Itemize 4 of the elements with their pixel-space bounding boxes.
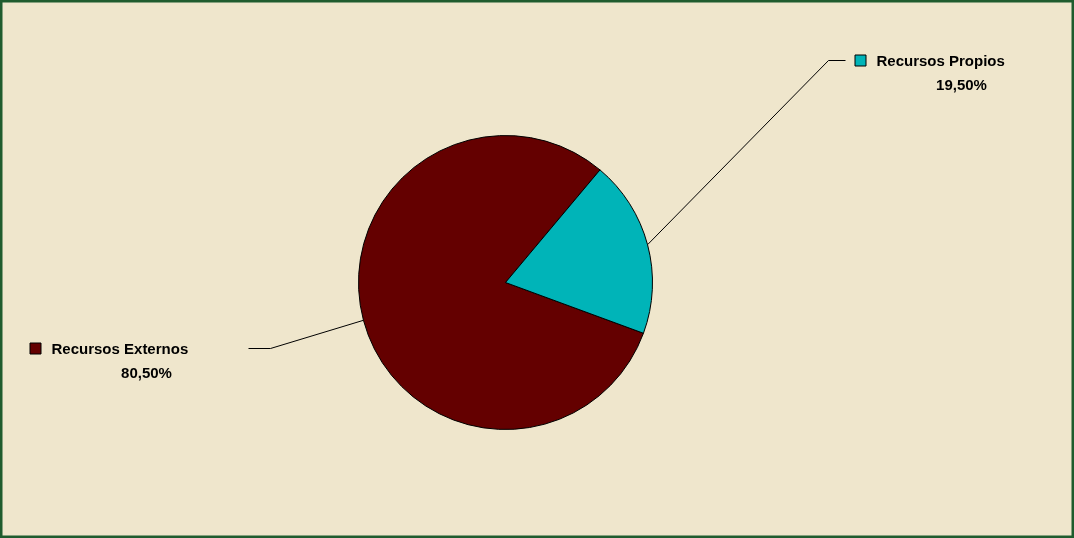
data-label: 80,50% <box>121 364 172 381</box>
legend-label: Recursos Propios <box>876 52 1005 69</box>
data-label: 19,50% <box>936 76 987 93</box>
legend-label: Recursos Externos <box>51 340 189 357</box>
